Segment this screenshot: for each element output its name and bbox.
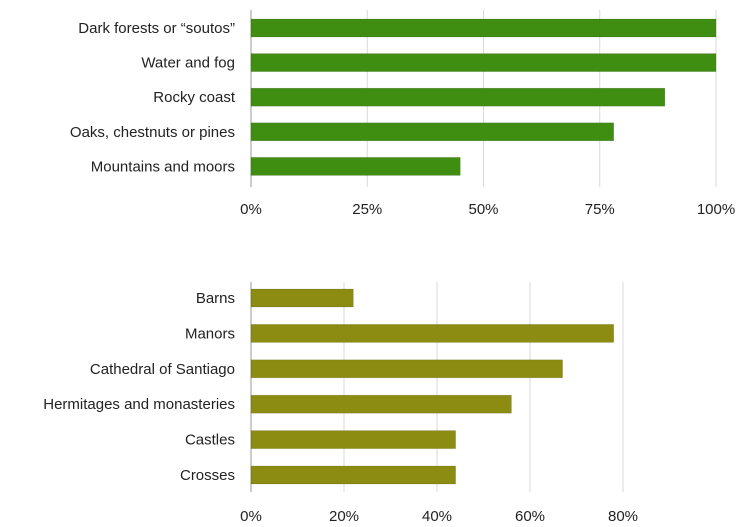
category-label: Barns bbox=[196, 290, 235, 307]
bar bbox=[250, 465, 456, 485]
x-tick-label: 75% bbox=[585, 201, 615, 218]
chart-built-heritage: 0% 20% 40% 60% 80% Barns Manors Cathedral of Sa… bbox=[43, 282, 638, 525]
x-tick-label: 40% bbox=[422, 508, 452, 525]
bar bbox=[250, 87, 666, 107]
x-tick-label: 20% bbox=[329, 508, 359, 525]
bar bbox=[250, 324, 615, 343]
category-label: Rocky coast bbox=[153, 89, 236, 106]
category-label: Manors bbox=[185, 325, 235, 342]
x-tick-label: 50% bbox=[468, 201, 498, 218]
x-tick-label: 0% bbox=[240, 508, 262, 525]
bar bbox=[250, 430, 456, 449]
bar bbox=[250, 18, 717, 38]
x-tick-label: 25% bbox=[352, 201, 382, 218]
bar bbox=[250, 394, 512, 414]
category-label: Mountains and moors bbox=[91, 158, 235, 175]
x-tick-label: 100% bbox=[697, 201, 735, 218]
bar bbox=[250, 53, 717, 72]
category-label: Oaks, chestnuts or pines bbox=[70, 124, 235, 141]
chart-landscape-elements: 0% 25% 50% 75% 100% Dark forests or “soutos” W… bbox=[70, 10, 735, 218]
bar bbox=[250, 359, 563, 379]
category-label: Cathedral of Santiago bbox=[90, 361, 235, 378]
category-label: Hermitages and monasteries bbox=[43, 396, 235, 413]
bar bbox=[250, 122, 615, 142]
category-label: Water and fog bbox=[141, 55, 235, 72]
bar bbox=[250, 157, 461, 176]
x-tick-label: 0% bbox=[240, 201, 262, 218]
x-tick-label: 60% bbox=[515, 508, 545, 525]
category-label: Castles bbox=[185, 432, 235, 449]
bar bbox=[250, 288, 354, 308]
category-label: Crosses bbox=[180, 467, 235, 484]
x-tick-label: 80% bbox=[608, 508, 638, 525]
category-label: Dark forests or “soutos” bbox=[78, 20, 235, 37]
